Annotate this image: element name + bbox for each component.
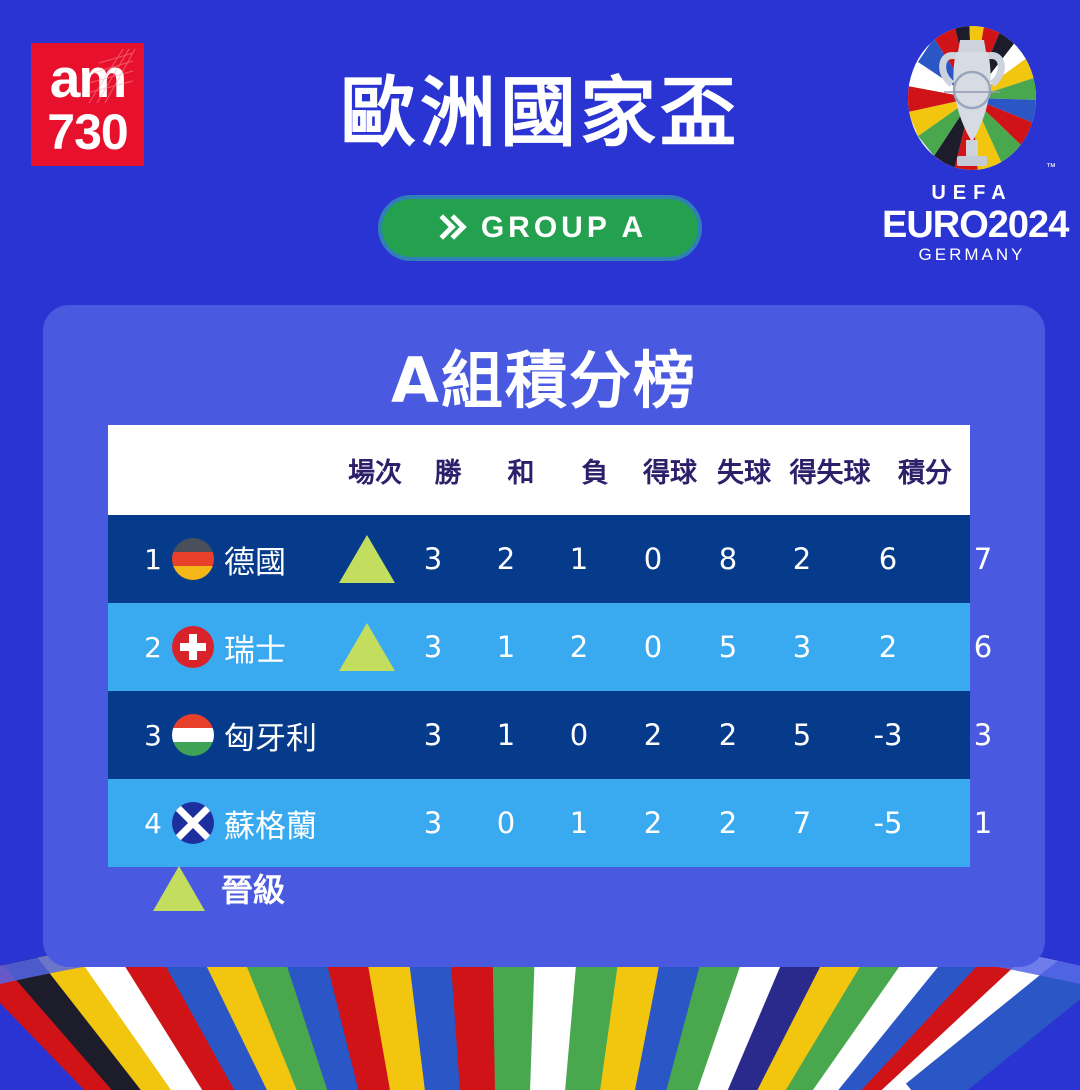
uefa-wordmark: UEFA: [931, 182, 1013, 204]
trademark-symbol: ™: [1046, 162, 1056, 173]
header-won: 勝: [434, 457, 462, 489]
am730-logo-lines: [86, 48, 136, 104]
team-cell: 4 蘇格蘭: [108, 801, 338, 846]
table-row[interactable]: 4 蘇格蘭 3 0 1 2 2 7 -5 1: [108, 779, 992, 867]
cell-goals-against: 5: [792, 718, 812, 752]
team-cell: 1 德國: [108, 537, 338, 582]
legend-label: 晉級: [221, 871, 286, 909]
cell-goals-for: 8: [718, 542, 738, 576]
header-points: 積分: [898, 457, 952, 489]
team-name: 德國: [224, 544, 286, 581]
table-row[interactable]: 1 德國 3 2 1 0 8 2 6 7: [108, 515, 992, 603]
qualify-marker: [338, 711, 396, 759]
rank-number: 2: [144, 630, 162, 664]
qualify-marker: [338, 799, 396, 847]
header-played: 場次: [348, 457, 402, 489]
switzerland-flag-icon: [172, 626, 214, 668]
cell-points: 6: [973, 630, 993, 664]
cell-lost: 2: [643, 718, 663, 752]
cell-won: 0: [496, 806, 516, 840]
am730-logo-bottom: 730: [47, 104, 128, 160]
table-header-row: 場次 勝 和 負 得球 失球 得失球 積分: [108, 425, 970, 515]
cell-points: 1: [973, 806, 993, 840]
cell-goal-diff: -3: [873, 718, 903, 752]
green-triangle-icon: [339, 623, 395, 671]
cell-played: 3: [423, 718, 443, 752]
cell-lost: 0: [643, 630, 663, 664]
cell-drawn: 1: [569, 806, 589, 840]
scotland-flag-icon: [172, 802, 214, 844]
cell-played: 3: [423, 806, 443, 840]
group-a-badge[interactable]: GROUP A: [378, 195, 702, 261]
team-cell: 2 瑞士: [108, 625, 338, 670]
qualify-marker: [338, 535, 396, 583]
euro-trophy-emblem-icon: [908, 26, 1036, 170]
hungary-flag-icon: [172, 714, 214, 756]
header-goals-against: 失球: [717, 457, 771, 489]
cell-drawn: 0: [569, 718, 589, 752]
germany-flag-icon: [172, 538, 214, 580]
uefa-euro-2024-logo: ™ UEFA EURO2024 GERMANY: [882, 22, 1069, 264]
cell-won: 1: [496, 718, 516, 752]
am730-logo: am 730: [31, 43, 144, 166]
cell-played: 3: [423, 542, 443, 576]
cell-goals-for: 2: [718, 718, 738, 752]
cell-goals-against: 7: [792, 806, 812, 840]
green-triangle-icon: [339, 535, 395, 583]
cell-played: 3: [423, 630, 443, 664]
cell-goals-for: 2: [718, 806, 738, 840]
cell-drawn: 2: [569, 630, 589, 664]
table-row[interactable]: 2 瑞士 3 1 2 0 5 3 2 6: [108, 603, 992, 691]
standings-title: A組積分榜: [391, 344, 697, 417]
rank-number: 4: [144, 806, 162, 840]
header-drawn: 和: [507, 457, 535, 489]
cell-points: 7: [973, 542, 993, 576]
header-goal-diff: 得失球: [789, 457, 871, 489]
standings-card: A組積分榜 場次 勝 和 負 得球 失球 得失球 積分 1: [43, 305, 1045, 967]
euro-2024-wordmark: EURO2024: [882, 204, 1069, 246]
cell-drawn: 1: [569, 542, 589, 576]
group-label: GROUP A: [480, 211, 648, 244]
double-chevron-right-icon: [433, 215, 463, 241]
cell-goal-diff: -5: [873, 806, 903, 840]
cell-goal-diff: 6: [878, 542, 898, 576]
team-name: 蘇格蘭: [224, 808, 317, 845]
team-name: 瑞士: [224, 632, 286, 669]
legend: 晉級: [153, 865, 285, 911]
cell-won: 2: [496, 542, 516, 576]
header-goals-for: 得球: [643, 457, 697, 489]
cell-goal-diff: 2: [878, 630, 898, 664]
cell-goals-against: 2: [792, 542, 812, 576]
cell-goals-against: 3: [792, 630, 812, 664]
cell-lost: 0: [643, 542, 663, 576]
page-title: 歐洲國家盃: [340, 68, 740, 157]
header-lost: 負: [581, 457, 609, 489]
cell-goals-for: 5: [718, 630, 738, 664]
cell-won: 1: [496, 630, 516, 664]
team-cell: 3 匈牙利: [108, 713, 338, 758]
standings-table: 場次 勝 和 負 得球 失球 得失球 積分 1 德國: [108, 425, 992, 867]
rank-number: 3: [144, 718, 162, 752]
rank-number: 1: [144, 542, 162, 576]
cell-points: 3: [973, 718, 993, 752]
qualify-marker: [338, 623, 396, 671]
group-pill-wrapper: GROUP A: [378, 195, 702, 261]
team-name: 匈牙利: [224, 720, 317, 757]
green-triangle-icon: [153, 865, 205, 911]
cell-lost: 2: [643, 806, 663, 840]
table-row[interactable]: 3 匈牙利 3 1 0 2 2 5 -3 3: [108, 691, 992, 779]
host-country-label: GERMANY: [918, 245, 1026, 264]
